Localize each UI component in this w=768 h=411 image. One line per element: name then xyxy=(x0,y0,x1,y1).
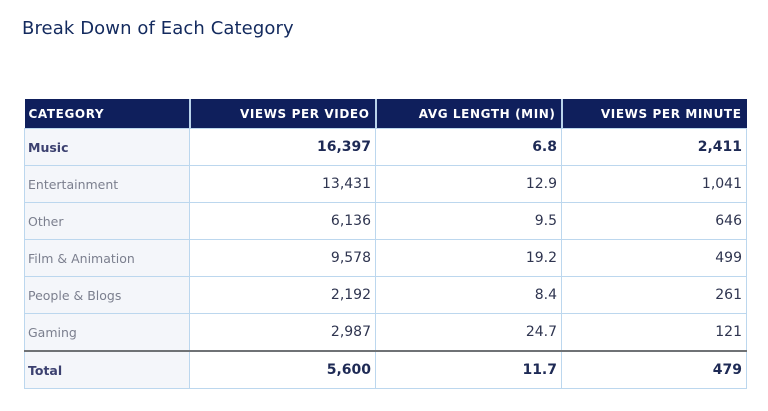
category-cell: Entertainment xyxy=(24,165,190,203)
category-cell: Other xyxy=(24,202,190,240)
table-row: Entertainment 13,431 12.9 1,041 xyxy=(24,165,747,203)
page-title: Break Down of Each Category xyxy=(22,18,294,39)
category-cell: Gaming xyxy=(24,313,190,352)
total-row: Total 5,600 11.7 479 xyxy=(24,350,747,389)
column-header-views-per-video: VIEWS PER VIDEO xyxy=(189,99,377,129)
total-label-cell: Total xyxy=(24,350,190,389)
avg-length-cell: 24.7 xyxy=(375,313,562,352)
views-per-video-cell: 2,192 xyxy=(189,276,376,314)
total-views-per-video-cell: 5,600 xyxy=(189,350,376,389)
column-header-category: CATEGORY xyxy=(24,99,191,129)
table-row: Film & Animation 9,578 19.2 499 xyxy=(24,239,747,277)
category-breakdown-table: CATEGORY VIEWS PER VIDEO AVG LENGTH (MIN… xyxy=(24,99,747,389)
category-cell: Film & Animation xyxy=(24,239,190,277)
table-row: Other 6,136 9.5 646 xyxy=(24,202,747,240)
column-header-views-per-minute: VIEWS PER MINUTE xyxy=(561,99,747,129)
views-per-video-cell: 2,987 xyxy=(189,313,376,352)
category-cell: People & Blogs xyxy=(24,276,190,314)
avg-length-cell: 19.2 xyxy=(375,239,562,277)
views-per-minute-cell: 121 xyxy=(561,313,747,352)
column-header-avg-length: AVG LENGTH (MIN) xyxy=(375,99,563,129)
category-cell: Music xyxy=(24,128,190,166)
table-header-row: CATEGORY VIEWS PER VIDEO AVG LENGTH (MIN… xyxy=(24,99,747,129)
table-row: Gaming 2,987 24.7 121 xyxy=(24,313,747,352)
avg-length-cell: 6.8 xyxy=(375,128,562,166)
views-per-minute-cell: 261 xyxy=(561,276,747,314)
views-per-video-cell: 9,578 xyxy=(189,239,376,277)
views-per-minute-cell: 499 xyxy=(561,239,747,277)
avg-length-cell: 12.9 xyxy=(375,165,562,203)
table-row: People & Blogs 2,192 8.4 261 xyxy=(24,276,747,314)
views-per-video-cell: 13,431 xyxy=(189,165,376,203)
avg-length-cell: 8.4 xyxy=(375,276,562,314)
total-avg-length-cell: 11.7 xyxy=(375,350,562,389)
views-per-video-cell: 16,397 xyxy=(189,128,376,166)
views-per-minute-cell: 2,411 xyxy=(561,128,747,166)
views-per-minute-cell: 1,041 xyxy=(561,165,747,203)
table-row: Music 16,397 6.8 2,411 xyxy=(24,128,747,166)
views-per-video-cell: 6,136 xyxy=(189,202,376,240)
total-views-per-minute-cell: 479 xyxy=(561,350,747,389)
views-per-minute-cell: 646 xyxy=(561,202,747,240)
avg-length-cell: 9.5 xyxy=(375,202,562,240)
